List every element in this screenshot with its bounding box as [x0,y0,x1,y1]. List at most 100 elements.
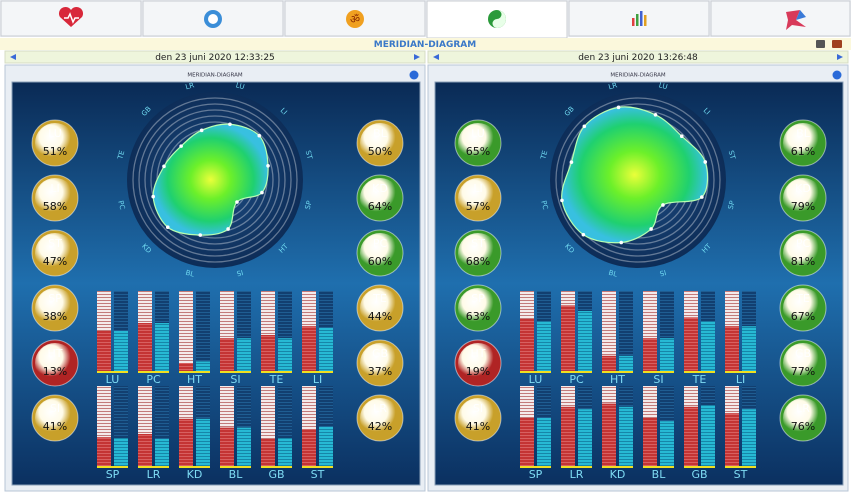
radar-label: ST [727,150,737,161]
meridian-ball [458,123,498,163]
bar-red [602,355,616,371]
radar-point [700,195,704,199]
meridian-ball [360,398,400,438]
bar-baseline [302,466,333,468]
radar-label: SP [727,200,737,210]
meridian-ball [783,343,823,383]
radar-point [653,113,658,117]
next-arrow[interactable] [414,54,420,60]
radar-ring [144,109,286,251]
radar-point [619,240,624,245]
meridian-label: HT [471,347,486,360]
bar-baseline [602,371,633,373]
bar-red [138,323,152,371]
bar-red [684,317,698,371]
chart-icon-bar [640,11,643,26]
meridian-value: 61% [791,145,815,158]
bar-baseline [138,371,169,373]
bar-red [261,335,275,371]
radar-ring [555,97,721,263]
bar-cyan [660,338,674,371]
meridian-value: 41% [43,420,67,433]
radar-point [165,225,170,230]
bar-label: SI [230,373,240,386]
prev-arrow[interactable] [10,54,16,60]
bar-label: ST [734,468,748,481]
bar-red [179,418,193,466]
yin-yang-icon-half [492,10,506,28]
bar-cyan [701,405,715,466]
bar-red [725,326,739,371]
bar-label: LU [106,373,120,386]
bar-label: PC [146,373,161,386]
radar-point [228,122,232,127]
bar-label: PC [569,373,584,386]
radar-label: BL [185,269,196,279]
radar-point [162,164,166,169]
meridian-value: 50% [368,145,392,158]
bar-red [138,434,152,466]
book-button[interactable] [832,40,842,48]
info-button[interactable] [832,70,842,80]
bar-cyan [155,323,169,371]
meridian-ball [458,178,498,218]
info-button[interactable] [409,70,419,80]
om-icon [346,10,364,28]
bar-baseline [302,371,333,373]
bar-baseline [97,371,128,373]
meridian-value: 79% [791,200,815,213]
tab[interactable] [568,0,710,37]
bar-cyan [578,409,592,466]
bar-red [643,418,657,466]
head-icon-inner [208,14,218,24]
next-arrow[interactable] [837,54,843,60]
meridian-label: SI [50,402,60,415]
radar-label: LI [702,106,712,116]
prev-arrow[interactable] [433,54,439,60]
bar-red [179,363,193,371]
meridian-label: TE [795,292,810,305]
radar-label: PC [539,200,549,211]
bar-baseline [684,371,715,373]
bar-red [302,326,316,371]
radar-point [661,203,665,207]
meridian-ball [360,343,400,383]
bar-label: SI [653,373,663,386]
radar-point [581,232,586,237]
meridian-label: LU [48,127,62,140]
bar-track-cyan [619,291,633,371]
meridian-label: HT [48,347,63,360]
meridian-ball [35,178,75,218]
radar-point [649,227,653,231]
bar-cyan [196,361,210,371]
print-button[interactable] [816,40,825,48]
bar-cyan [742,326,756,371]
bar-label: SP [529,468,543,481]
radar-label: BL [608,269,619,279]
radar-label: PC [116,200,126,211]
chart-icon-bar [644,15,647,26]
radar-label: LU [235,81,245,91]
bar-cyan [319,327,333,371]
meridian-label: LI [50,182,59,195]
meridian-label: SP [471,292,485,305]
bar-baseline [561,371,592,373]
meridian-label: KD [795,182,811,195]
meridian-label: BL [373,127,388,140]
date-bar [427,50,849,64]
radar-point [257,133,262,138]
bar-red [725,413,739,466]
meridian-value: 57% [466,200,490,213]
bar-baseline [684,466,715,468]
radar-point [260,190,264,195]
chart-icon-bar [636,14,639,26]
tab[interactable] [710,0,851,37]
bar-label: BL [229,468,244,481]
meridian-value: 51% [43,145,67,158]
radar-label: SP [304,200,314,210]
meridian-value: 76% [791,420,815,433]
meridian-label: SI [473,402,483,415]
bar-cyan [578,311,592,371]
radar-point [569,160,574,164]
bar-red [520,319,534,371]
